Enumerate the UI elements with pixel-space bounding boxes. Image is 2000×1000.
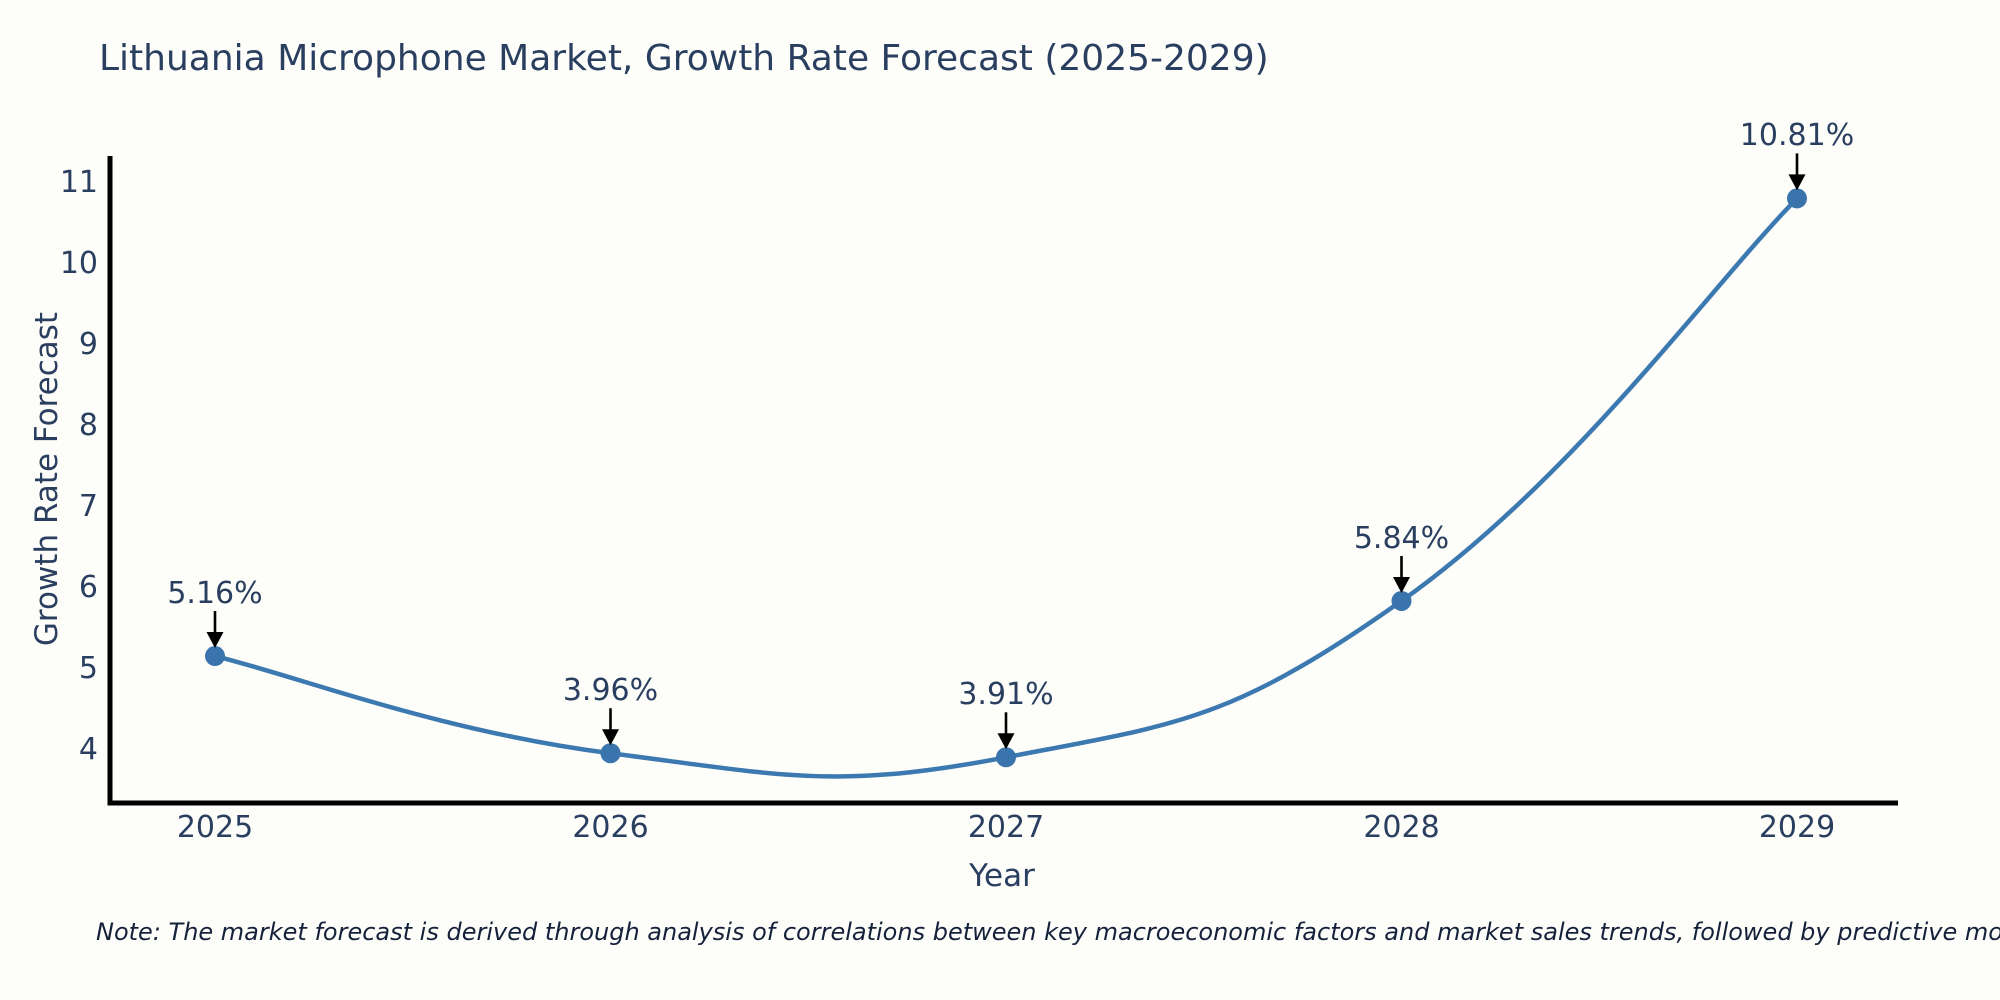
- y-tick-label: 5: [78, 651, 98, 686]
- y-tick-label: 9: [78, 327, 98, 362]
- x-tick-label: 2026: [572, 810, 649, 845]
- y-tick-label: 4: [78, 732, 98, 767]
- x-tick-label: 2025: [176, 810, 254, 845]
- y-tick-label: 6: [78, 570, 98, 605]
- y-tick-label: 7: [78, 489, 98, 524]
- y-tick-label: 10: [59, 246, 98, 281]
- data-point-label: 10.81%: [1739, 118, 1855, 154]
- series-line: [212, 196, 1800, 779]
- data-point-label: 3.91%: [958, 677, 1054, 713]
- y-tick-label: 8: [78, 408, 98, 443]
- data-point-2025[interactable]: [205, 646, 225, 667]
- footnote: Note: The market forecast is derived thr…: [96, 918, 2000, 946]
- x-tick-label: 2029: [1758, 810, 1836, 845]
- data-point-2027[interactable]: [996, 747, 1016, 768]
- y-axis-title: Growth Rate Forecast: [29, 311, 65, 647]
- annotation-arrowhead-icon: [1393, 576, 1410, 593]
- x-tick-label: 2027: [967, 810, 1045, 845]
- data-point-2028[interactable]: [1391, 590, 1412, 611]
- chart-title: Lithuania Microphone Market, Growth Rate…: [99, 38, 1269, 79]
- data-point-label: 3.96%: [562, 673, 659, 709]
- data-point-2029[interactable]: [1787, 188, 1807, 209]
- annotation-arrows: [206, 153, 1806, 750]
- x-axis-title: Year: [969, 858, 1035, 894]
- x-tick-label: 2028: [1363, 810, 1440, 845]
- annotation-arrowhead-icon: [206, 632, 224, 649]
- data-point-label: 5.16%: [167, 576, 263, 612]
- annotation-arrowhead-icon: [997, 733, 1015, 750]
- data-point-2026[interactable]: [600, 743, 621, 764]
- annotation-arrowhead-icon: [602, 729, 619, 746]
- data-point-label: 5.84%: [1353, 520, 1450, 556]
- y-tick-label: 11: [59, 165, 98, 200]
- annotation-arrowhead-icon: [1788, 174, 1806, 191]
- data-point-markers: [205, 188, 1807, 768]
